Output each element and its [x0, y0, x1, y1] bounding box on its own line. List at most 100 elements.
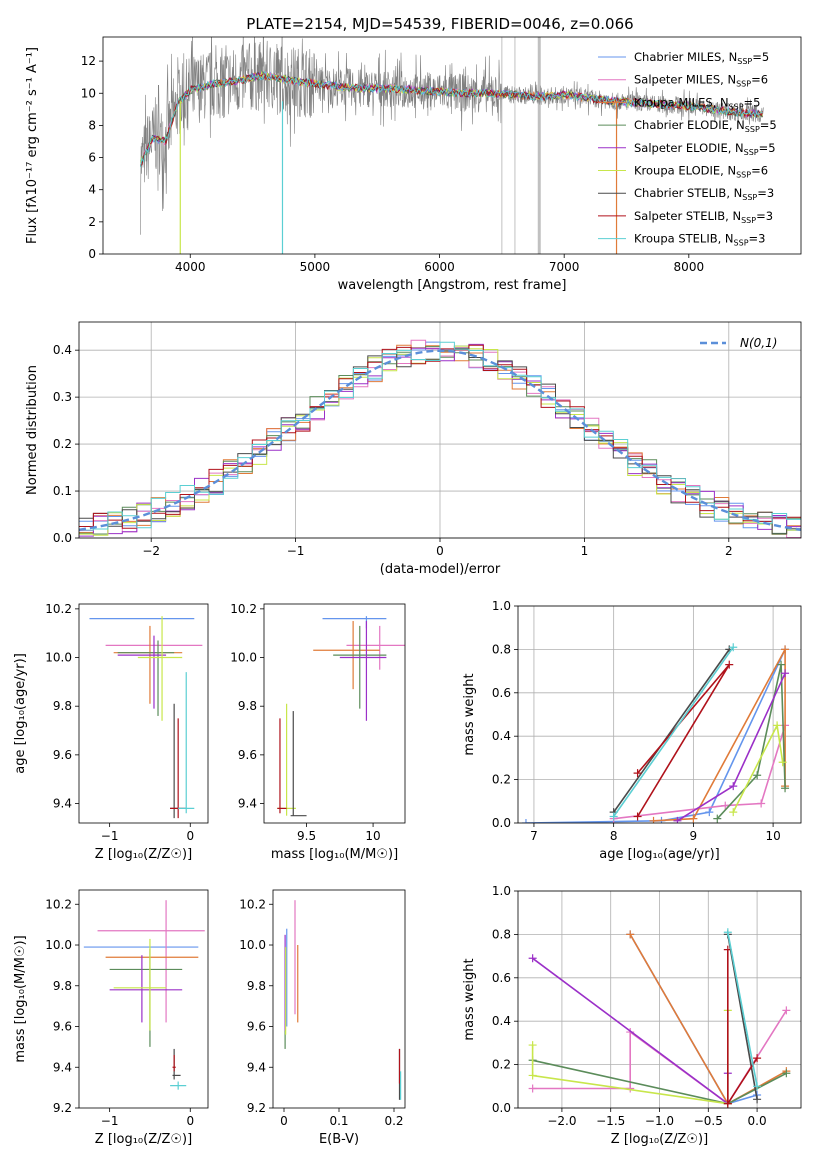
- x-tick-label: 6000: [424, 260, 455, 274]
- weight-marker: [753, 771, 762, 780]
- y-tick-label: 10.2: [45, 602, 72, 616]
- y-tick-label: 10.0: [239, 938, 266, 952]
- x-tick-label: 0: [186, 1114, 194, 1128]
- y-tick-label: 9.4: [53, 797, 72, 811]
- weight-marker: [609, 812, 618, 821]
- x-tick-label: 7000: [549, 260, 580, 274]
- y-tick-label: 9.4: [53, 1060, 72, 1074]
- weight-marker: [753, 1054, 762, 1063]
- normal-curve: [79, 349, 801, 531]
- y-tick-label: 0.6: [492, 971, 511, 985]
- x-tick-label: −1: [287, 544, 305, 558]
- figure-title: PLATE=2154, MJD=54539, FIBERID=0046, z=0…: [246, 15, 633, 33]
- weight-marker: [528, 1084, 537, 1093]
- x-tick-label: 9.5: [297, 829, 316, 843]
- mass-vs-ebv-panel: 0 0.1 0.2 9.2 9.4 9.6 9.8 10.0 10.2 E(B-V): [239, 889, 406, 1147]
- weight-series-1: [613, 725, 786, 820]
- weight-marker: [781, 784, 790, 793]
- weight-marker: [528, 1041, 537, 1050]
- plot-area: [140, 37, 764, 254]
- weight-series-8: [727, 932, 758, 1087]
- x-tick-label: −1: [101, 1114, 119, 1128]
- y-tick-label: 10.0: [230, 651, 257, 665]
- x-tick-label: 9: [690, 829, 698, 843]
- weight-marker: [773, 721, 782, 730]
- model-7: [140, 72, 763, 166]
- x-tick-label: 1: [581, 544, 589, 558]
- x-tick-label: 0: [186, 829, 194, 843]
- y-tick-label: 1.0: [492, 884, 511, 898]
- y-tick-label: 0.8: [492, 642, 511, 656]
- x-axis-label: (data-model)/error: [380, 562, 501, 577]
- y-tick-label: 10: [81, 86, 96, 100]
- y-tick-label: 9.8: [53, 979, 72, 993]
- x-tick-label: 0: [436, 544, 444, 558]
- y-tick-label: 9.8: [238, 699, 257, 713]
- x-tick-label: 0.0: [748, 1114, 767, 1128]
- weight-marker: [689, 814, 698, 823]
- legend-entry: Chabrier MILES, NSSP=5: [634, 50, 769, 66]
- legend-entry: Chabrier ELODIE, NSSP=5: [634, 118, 777, 134]
- x-axis-label: Z [log₁₀(Z/Z☉)]: [95, 1132, 192, 1147]
- weight-marker: [633, 769, 642, 778]
- residuals-panel: −2 −1 0 1 2 0.0 0.1 0.2 0.3 0.4 (data-model)/error…: [25, 321, 802, 577]
- weight-marker: [777, 660, 786, 669]
- massweight-vs-age-panel: 7 8 9 10 0.0 0.2 0.4 0.6 0.8 1.0 age [log₁₀(age/yr…: [462, 599, 802, 862]
- age-vs-mass-panel: 9.5 10 9.4 9.6 9.8 10.0 10.2 mass [log₁₀(M/M☉)]: [230, 602, 406, 862]
- y-tick-label: 0.4: [492, 1014, 511, 1028]
- x-tick-label: 0.2: [384, 1114, 403, 1128]
- y-tick-label: 0.6: [492, 686, 511, 700]
- y-tick-label: 0.0: [492, 816, 511, 830]
- axes-frame: [78, 321, 802, 539]
- x-tick-label: 5000: [300, 260, 331, 274]
- y-axis-label: Normed distribution: [25, 365, 40, 495]
- legend-entry: N(0,1): [740, 336, 777, 350]
- weight-marker: [721, 801, 730, 810]
- y-tick-label: 0.8: [492, 927, 511, 941]
- plot-area: [284, 900, 402, 1100]
- plot-area: [521, 643, 790, 823]
- y-tick-label: 9.6: [238, 748, 257, 762]
- x-axis-label: wavelength [Angstrom, rest frame]: [338, 278, 567, 293]
- weight-marker: [723, 1099, 732, 1108]
- x-axis-label: mass [log₁₀(M/M☉)]: [271, 847, 398, 862]
- x-axis-label: Z [log₁₀(Z/Z☉)]: [611, 1132, 708, 1147]
- weight-marker: [782, 1006, 791, 1015]
- weight-marker: [729, 808, 738, 817]
- x-tick-label: 0.1: [329, 1114, 348, 1128]
- plot-area: [528, 928, 791, 1108]
- y-tick-label: 9.2: [247, 1101, 266, 1115]
- y-tick-label: 0: [88, 247, 96, 261]
- weight-series-7: [727, 949, 758, 1107]
- mass-vs-metallicity-panel: −1 0 9.2 9.4 9.6 9.8 10.0 10.2 Z [log₁₀(Z/Z☉)] ma…: [13, 889, 209, 1147]
- y-axis-label: mass weight: [462, 958, 477, 1040]
- x-tick-label: 10: [365, 829, 380, 843]
- weight-marker: [723, 928, 732, 937]
- weight-series-6: [613, 648, 730, 813]
- axes-frame: [78, 889, 209, 1109]
- plot-area: [277, 616, 405, 817]
- legend-entry: Salpeter STELIB, NSSP=3: [634, 209, 773, 225]
- y-axis-label: age [log₁₀(age/yr)]: [13, 653, 28, 774]
- y-tick-label: 0.1: [53, 484, 72, 498]
- y-tick-label: 10.0: [45, 938, 72, 952]
- weight-marker: [757, 799, 766, 808]
- weight-marker: [649, 816, 658, 823]
- axes-frame: [517, 890, 802, 1109]
- weight-marker: [782, 1069, 791, 1078]
- x-tick-label: 2: [725, 544, 733, 558]
- y-tick-label: 2: [88, 215, 96, 229]
- x-tick-label: −1.5: [596, 1114, 625, 1128]
- x-axis-label: E(B-V): [319, 1132, 359, 1147]
- x-tick-label: −2: [142, 544, 160, 558]
- weight-marker: [753, 1095, 762, 1104]
- y-tick-label: 12: [81, 54, 96, 68]
- weight-marker: [521, 819, 530, 823]
- y-tick-label: 0.4: [53, 343, 72, 357]
- y-tick-label: 0.2: [492, 1058, 511, 1072]
- weight-series-3: [716, 664, 786, 820]
- y-tick-label: 8: [88, 118, 96, 132]
- axes-frame: [102, 36, 802, 255]
- y-tick-label: 4: [88, 183, 96, 197]
- weight-marker: [713, 814, 722, 823]
